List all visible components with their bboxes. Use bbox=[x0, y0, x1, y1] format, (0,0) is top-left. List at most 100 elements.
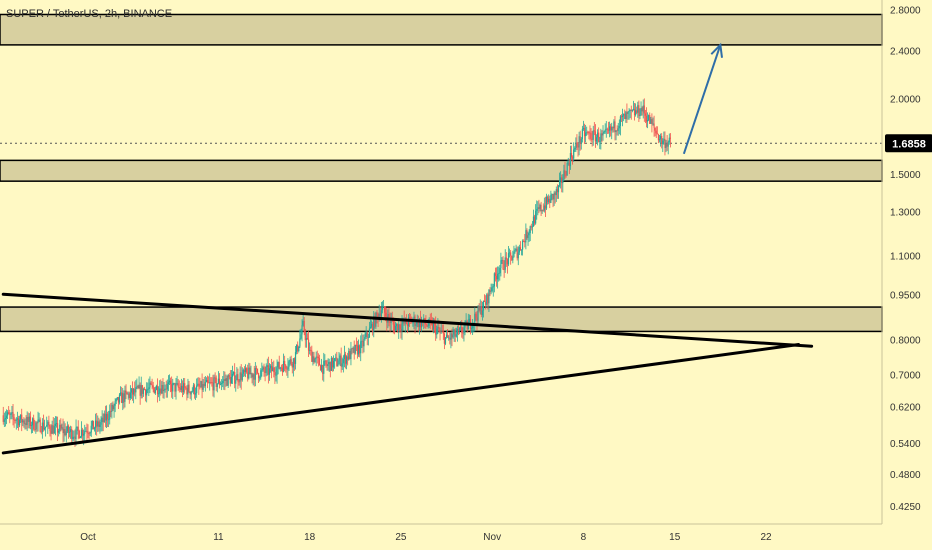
candle-body bbox=[650, 119, 652, 124]
candle-body bbox=[329, 361, 331, 371]
candle-body bbox=[393, 324, 396, 332]
candle-body bbox=[156, 385, 159, 395]
candle-body bbox=[463, 327, 465, 333]
candle-body bbox=[409, 317, 411, 319]
candle-body bbox=[100, 422, 102, 425]
candle-body bbox=[275, 374, 277, 376]
candle-body bbox=[312, 356, 314, 362]
candle-body bbox=[604, 129, 606, 132]
candle-body bbox=[41, 422, 43, 433]
candle-body bbox=[166, 384, 168, 390]
x-tick-label: 22 bbox=[760, 532, 772, 543]
candle-body bbox=[203, 383, 205, 387]
candle-body bbox=[548, 198, 550, 203]
candle-body bbox=[528, 233, 530, 236]
candle-body bbox=[327, 364, 329, 367]
candle-body bbox=[600, 133, 602, 142]
candle-body bbox=[502, 260, 504, 270]
candle-body bbox=[88, 433, 90, 435]
candle-body bbox=[608, 126, 611, 131]
candle-body bbox=[299, 338, 301, 347]
candle-body bbox=[74, 436, 76, 440]
candle-body bbox=[503, 269, 505, 271]
candle-body bbox=[257, 373, 260, 379]
candle-body bbox=[265, 366, 267, 373]
candle-body bbox=[413, 316, 415, 321]
candle-body bbox=[490, 290, 492, 292]
candle-body bbox=[102, 417, 104, 423]
x-tick-label: 15 bbox=[669, 532, 681, 543]
candle-body bbox=[525, 230, 527, 243]
candle-body bbox=[462, 332, 464, 334]
candle-body bbox=[129, 392, 131, 398]
candle-body bbox=[179, 387, 181, 390]
candle-body bbox=[429, 319, 431, 321]
candle-body bbox=[309, 349, 311, 351]
candle-body bbox=[512, 257, 514, 261]
candle-body bbox=[300, 334, 302, 339]
y-tick-label: 1.5000 bbox=[890, 170, 921, 181]
candle-body bbox=[221, 383, 223, 385]
candle-body bbox=[381, 307, 384, 311]
candle-body bbox=[301, 325, 303, 335]
candle-body bbox=[382, 306, 385, 308]
candle-body bbox=[638, 105, 640, 116]
candle-body bbox=[130, 388, 133, 393]
candle-body bbox=[34, 429, 36, 431]
candle-body bbox=[342, 359, 344, 364]
candle-body bbox=[105, 413, 108, 421]
candle-body bbox=[554, 192, 556, 196]
candle-body bbox=[624, 113, 626, 119]
candle-body bbox=[76, 426, 78, 428]
candle-body bbox=[563, 170, 565, 180]
candle-body bbox=[142, 388, 145, 394]
candle-body bbox=[127, 393, 129, 395]
candle-body bbox=[520, 249, 523, 251]
candle-body bbox=[370, 323, 373, 327]
candle-body bbox=[208, 382, 210, 384]
candle-body bbox=[654, 127, 656, 131]
candle-body bbox=[615, 130, 617, 132]
current-price-tag bbox=[885, 134, 932, 153]
x-tick-label: 25 bbox=[395, 532, 407, 543]
candle-body bbox=[161, 384, 163, 394]
candle-body bbox=[602, 133, 604, 136]
candle-body bbox=[369, 326, 372, 329]
candle-body bbox=[648, 115, 650, 121]
candle-body bbox=[669, 137, 671, 139]
candle-body bbox=[292, 358, 294, 368]
candle-body bbox=[571, 157, 574, 159]
candle-body bbox=[560, 177, 562, 181]
candle-body bbox=[87, 432, 89, 434]
candle-body bbox=[523, 241, 525, 242]
candle-body bbox=[470, 328, 473, 329]
candle-body bbox=[101, 417, 103, 423]
candle-body bbox=[183, 383, 185, 392]
candle-body bbox=[234, 371, 236, 384]
y-tick-label: 0.7000 bbox=[890, 371, 921, 382]
candle-body bbox=[406, 324, 409, 327]
candle-body bbox=[177, 383, 179, 388]
candle-body bbox=[64, 429, 66, 436]
candle-body bbox=[54, 423, 57, 427]
candle-body bbox=[93, 427, 96, 430]
candle-body bbox=[135, 387, 137, 393]
candle-body bbox=[219, 384, 222, 385]
candle-body bbox=[373, 316, 375, 332]
candle-body bbox=[247, 372, 249, 379]
candle-body bbox=[21, 414, 23, 423]
candle-body bbox=[652, 123, 654, 125]
candle-body bbox=[550, 194, 552, 203]
candle-body bbox=[159, 388, 161, 394]
candle-body bbox=[401, 323, 403, 331]
candle-body bbox=[495, 275, 498, 280]
candle-body bbox=[168, 380, 171, 383]
candle-body bbox=[629, 109, 631, 111]
zone-2 bbox=[0, 159, 883, 182]
candle-body bbox=[338, 360, 340, 365]
candle-body bbox=[613, 121, 615, 129]
candle-body bbox=[196, 385, 198, 394]
candle-body bbox=[204, 382, 206, 387]
candle-body bbox=[143, 388, 146, 390]
